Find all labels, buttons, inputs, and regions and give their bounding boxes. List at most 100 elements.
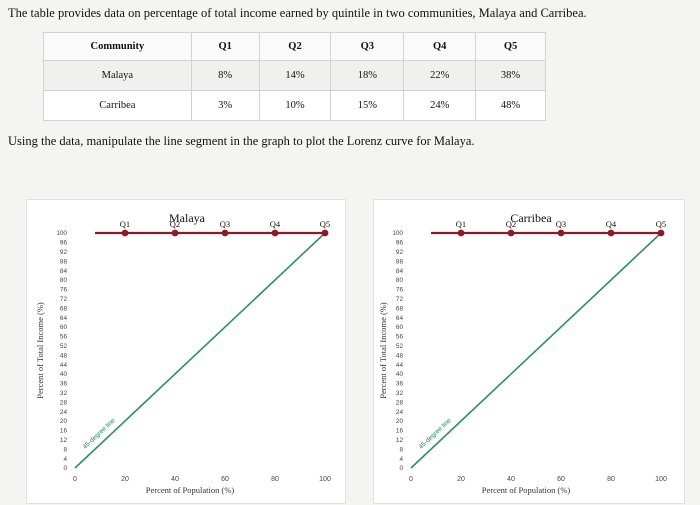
table-row: Malaya 8% 14% 18% 22% 38% [44, 61, 546, 91]
y-tick-label: 52 [396, 343, 404, 350]
y-tick-label: 44 [60, 362, 68, 369]
y-tick-label: 24 [396, 409, 404, 416]
x-axis-title: Percent of Population (%) [482, 485, 571, 495]
lorenz-point-q1[interactable] [458, 230, 465, 237]
x-tick-label: 80 [271, 476, 279, 483]
y-tick-label: 60 [396, 324, 404, 331]
header-q4: Q4 [404, 33, 476, 61]
diagonal-line [75, 233, 325, 468]
y-tick-label: 84 [60, 268, 68, 275]
y-tick-label: 56 [396, 334, 404, 341]
y-tick-label: 100 [56, 230, 67, 237]
y-tick-label: 20 [60, 418, 68, 425]
quintile-label: Q2 [506, 219, 516, 229]
y-tick-label: 32 [60, 390, 68, 397]
y-tick-label: 88 [396, 258, 404, 265]
y-tick-label: 16 [396, 428, 404, 435]
y-tick-label: 8 [399, 446, 403, 453]
y-tick-label: 72 [396, 296, 404, 303]
lorenz-point-q5[interactable] [322, 230, 329, 237]
cell-value: 18% [331, 61, 404, 91]
lorenz-point-q1[interactable] [122, 230, 129, 237]
y-tick-label: 0 [63, 465, 67, 472]
lorenz-point-q3[interactable] [222, 230, 229, 237]
y-tick-label: 68 [396, 305, 404, 312]
y-tick-label: 48 [396, 352, 404, 359]
x-tick-label: 100 [319, 476, 331, 483]
carribea-chart-panel[interactable]: Carribea 0 4 8 12 16 20 24 28 32 36 40 44 48 52 56 60 64 6… [373, 199, 685, 504]
x-tick-label: 60 [557, 476, 565, 483]
cell-value: 22% [404, 61, 476, 91]
cell-value: 14% [259, 61, 331, 91]
malaya-chart-panel[interactable]: Malaya 0 4 8 12 16 20 24 28 32 36 40 44 48 52 56 60 64 68 7… [26, 199, 346, 504]
y-tick-label: 52 [60, 343, 68, 350]
y-tick-label: 76 [60, 287, 68, 294]
intro-text: The table provides data on percentage of… [8, 6, 587, 21]
y-tick-label: 80 [60, 277, 68, 284]
y-tick-label: 96 [396, 240, 404, 247]
cell-value: 24% [404, 91, 476, 121]
y-tick-label: 36 [396, 381, 404, 388]
malaya-lorenz-chart[interactable]: Malaya0481216202428323640444852566064687… [27, 200, 345, 503]
quintile-label: Q5 [320, 219, 330, 229]
instruction-text: Using the data, manipulate the line segm… [8, 134, 475, 149]
cell-value: 3% [191, 91, 259, 121]
y-tick-label: 56 [60, 334, 68, 341]
y-tick-label: 68 [60, 305, 68, 312]
y-tick-label: 24 [60, 409, 68, 416]
y-tick-label: 76 [396, 287, 404, 294]
quintile-label: Q1 [456, 219, 466, 229]
y-tick-label: 88 [60, 258, 68, 265]
x-tick-label: 20 [121, 476, 129, 483]
quintile-label: Q1 [120, 219, 130, 229]
carribea-lorenz-chart[interactable]: Carribea04812162024283236404448525660646… [374, 200, 684, 503]
quintile-label: Q4 [606, 219, 617, 229]
x-tick-label: 60 [221, 476, 229, 483]
lorenz-point-q2[interactable] [172, 230, 179, 237]
diagonal-line [411, 233, 661, 468]
x-tick-label: 20 [457, 476, 465, 483]
y-tick-label: 48 [60, 352, 68, 359]
lorenz-point-q4[interactable] [608, 230, 615, 237]
y-axis-title: Percent of Total Income (%) [378, 302, 388, 399]
lorenz-point-q4[interactable] [272, 230, 279, 237]
table-header-row: Community Q1 Q2 Q3 Q4 Q5 [44, 33, 546, 61]
income-table: Community Q1 Q2 Q3 Q4 Q5 Malaya 8% 14% 1… [43, 32, 546, 121]
y-tick-label: 96 [60, 240, 68, 247]
y-tick-label: 28 [396, 399, 404, 406]
chart-title: Carribea [510, 211, 552, 225]
row-community: Carribea [44, 91, 192, 121]
y-tick-label: 40 [396, 371, 404, 378]
lorenz-point-q2[interactable] [508, 230, 515, 237]
y-tick-label: 64 [60, 315, 68, 322]
lorenz-point-q3[interactable] [558, 230, 565, 237]
x-tick-label: 0 [73, 476, 77, 483]
cell-value: 15% [331, 91, 404, 121]
x-tick-label: 40 [507, 476, 515, 483]
quintile-label: Q3 [220, 219, 230, 229]
cell-value: 48% [476, 91, 546, 121]
y-tick-label: 0 [399, 465, 403, 472]
header-q1: Q1 [191, 33, 259, 61]
y-tick-label: 80 [396, 277, 404, 284]
header-community: Community [44, 33, 192, 61]
y-tick-label: 44 [396, 362, 404, 369]
y-axis-title: Percent of Total Income (%) [35, 302, 45, 399]
cell-value: 38% [476, 61, 546, 91]
quintile-label: Q2 [170, 219, 180, 229]
lorenz-point-q5[interactable] [658, 230, 665, 237]
y-tick-label: 60 [60, 324, 68, 331]
quintile-label: Q5 [656, 219, 666, 229]
y-tick-label: 100 [392, 230, 403, 237]
y-tick-label: 28 [60, 399, 68, 406]
x-axis-title: Percent of Population (%) [146, 485, 235, 495]
y-tick-label: 12 [60, 437, 68, 444]
x-tick-label: 80 [607, 476, 615, 483]
y-tick-label: 16 [60, 428, 68, 435]
quintile-label: Q3 [556, 219, 566, 229]
header-q5: Q5 [476, 33, 546, 61]
y-tick-label: 84 [396, 268, 404, 275]
y-tick-label: 72 [60, 296, 68, 303]
cell-value: 10% [259, 91, 331, 121]
y-tick-label: 64 [396, 315, 404, 322]
